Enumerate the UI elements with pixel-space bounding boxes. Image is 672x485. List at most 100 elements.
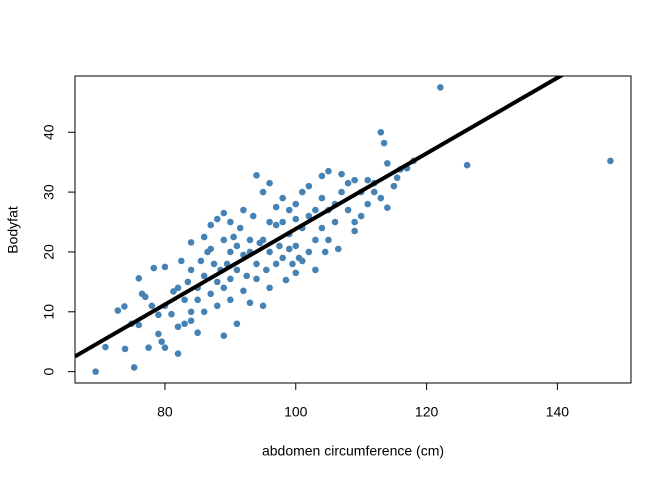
point	[130, 364, 138, 371]
y-axis-label: Bodyfat	[5, 206, 21, 254]
x-tick-label: 80	[157, 404, 173, 420]
point	[266, 179, 273, 187]
x-tick-label: 120	[415, 404, 439, 420]
point	[197, 257, 205, 265]
point	[266, 248, 273, 256]
point	[357, 212, 365, 220]
point	[289, 260, 296, 268]
point	[174, 323, 182, 331]
point	[207, 221, 215, 229]
point	[230, 233, 237, 241]
point	[351, 218, 358, 226]
point	[207, 245, 215, 253]
point	[145, 344, 152, 351]
point	[177, 257, 185, 265]
point	[155, 311, 162, 319]
point	[213, 278, 221, 286]
point	[351, 176, 358, 184]
point	[364, 200, 372, 208]
point	[253, 275, 260, 283]
point	[213, 215, 221, 223]
point	[463, 161, 471, 169]
point	[305, 248, 313, 256]
point	[233, 320, 241, 328]
regression-line	[75, 76, 565, 359]
point	[292, 269, 300, 277]
point	[114, 307, 122, 314]
point	[272, 260, 280, 268]
point	[292, 215, 300, 223]
point	[236, 224, 244, 232]
point	[253, 260, 260, 268]
point	[299, 257, 306, 265]
point	[325, 167, 332, 175]
point	[200, 308, 208, 316]
point	[187, 308, 195, 316]
point	[142, 293, 149, 301]
point	[292, 200, 300, 208]
point	[102, 343, 109, 351]
point	[181, 320, 188, 328]
point	[338, 170, 345, 178]
point	[158, 338, 165, 346]
point	[380, 139, 388, 147]
y-tick-label: 10	[41, 304, 57, 320]
point	[318, 172, 326, 180]
point	[240, 287, 247, 295]
y-tick-label: 20	[41, 244, 57, 260]
point	[213, 302, 221, 310]
point	[200, 272, 208, 280]
point	[370, 188, 378, 196]
point	[272, 221, 280, 229]
point	[187, 317, 195, 325]
point	[331, 218, 339, 226]
point	[607, 157, 614, 165]
point	[312, 236, 319, 244]
point	[279, 254, 286, 262]
point	[210, 260, 218, 268]
point	[318, 194, 326, 202]
point	[233, 242, 241, 250]
point	[351, 227, 358, 235]
point	[121, 303, 128, 310]
point	[334, 245, 342, 253]
point	[148, 302, 156, 310]
plot-frame	[74, 75, 632, 384]
point	[384, 204, 391, 211]
point	[227, 296, 234, 304]
point	[181, 296, 188, 304]
point	[168, 310, 175, 318]
point	[279, 194, 286, 202]
point	[305, 212, 313, 220]
point	[292, 242, 300, 250]
point	[187, 266, 195, 274]
point	[266, 284, 273, 292]
point	[259, 188, 267, 196]
point	[220, 284, 228, 292]
point	[161, 263, 169, 271]
point	[285, 245, 293, 253]
point	[325, 236, 332, 244]
point	[393, 174, 401, 182]
point	[344, 179, 352, 187]
point	[220, 236, 228, 244]
x-tick-label: 140	[546, 404, 570, 420]
point	[200, 233, 208, 241]
point	[227, 275, 234, 283]
point	[194, 296, 201, 304]
point	[246, 236, 254, 244]
point	[243, 272, 251, 280]
point	[266, 218, 273, 226]
point	[321, 248, 329, 256]
point	[249, 212, 257, 220]
point	[92, 368, 99, 375]
point	[364, 176, 372, 184]
point	[338, 188, 345, 196]
point	[233, 266, 241, 274]
point	[227, 218, 234, 226]
point	[384, 160, 391, 167]
point	[377, 194, 385, 202]
point	[220, 332, 228, 340]
point	[184, 278, 192, 286]
point	[282, 276, 290, 284]
